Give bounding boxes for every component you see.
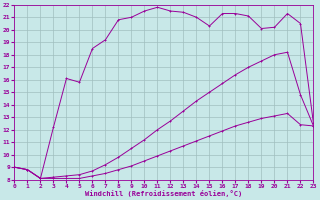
X-axis label: Windchill (Refroidissement éolien,°C): Windchill (Refroidissement éolien,°C) — [85, 190, 243, 197]
